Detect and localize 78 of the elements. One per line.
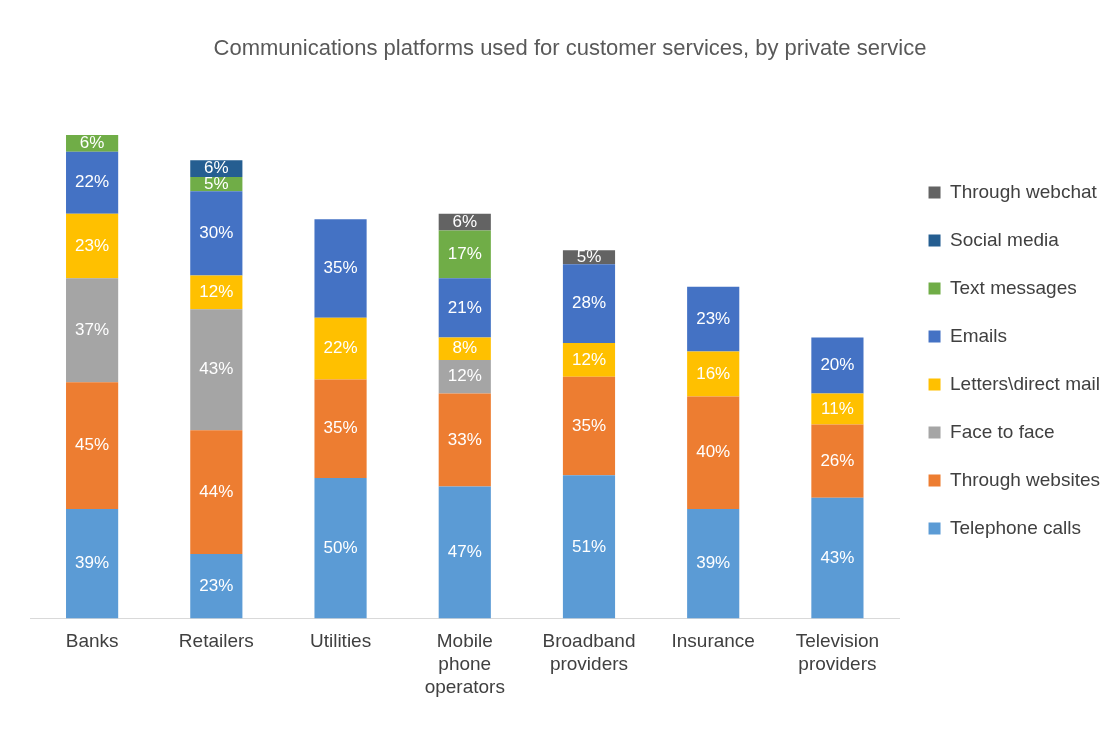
legend-label: Through webchat: [950, 180, 1098, 202]
bar: [190, 430, 243, 554]
data-label: 43%: [199, 359, 234, 379]
bar: [811, 337, 864, 394]
data-label: 35%: [323, 258, 358, 278]
data-label: 12%: [199, 282, 234, 302]
data-label: 8%: [452, 338, 478, 358]
data-label: 33%: [447, 429, 482, 449]
bar: [811, 497, 864, 619]
data-label: 44%: [199, 481, 234, 501]
x-tick-label: Television providers: [795, 630, 880, 675]
data-label: 28%: [571, 293, 606, 313]
x-tick-label: Retailers: [178, 630, 254, 652]
data-label: 17%: [447, 244, 482, 264]
data-label: 50%: [323, 537, 358, 557]
bar: [190, 553, 243, 619]
bar: [66, 508, 119, 619]
data-label: 12%: [447, 366, 482, 386]
bar: [66, 278, 119, 383]
x-tick-label: Broadband providers: [542, 630, 636, 675]
data-label: 43%: [820, 547, 855, 567]
bar: [687, 396, 740, 509]
data-label: 11%: [821, 398, 854, 418]
legend-label: Social media: [950, 228, 1060, 250]
x-tick-label: Insurance: [671, 630, 755, 652]
data-label: 47%: [447, 542, 482, 562]
legend-label: Through websites: [950, 468, 1100, 490]
bar: [314, 219, 367, 318]
data-label: 22%: [75, 172, 110, 192]
data-label: 23%: [696, 308, 731, 328]
x-tick-label: Mobile phone operators: [424, 630, 505, 697]
data-label: 37%: [75, 320, 110, 340]
bar: [687, 286, 740, 352]
data-label: 23%: [199, 575, 234, 595]
chart-title: Communications platforms used for customer services, by private service: [213, 35, 927, 61]
data-label: 39%: [75, 553, 110, 573]
bar: [562, 475, 616, 619]
data-label: 16%: [696, 363, 731, 383]
data-label: 12%: [571, 349, 606, 369]
bar: [314, 477, 367, 619]
bar: [687, 351, 740, 397]
data-label: 40%: [696, 442, 731, 462]
data-label: 30%: [199, 223, 234, 243]
data-label: 6%: [79, 133, 105, 153]
bar: [811, 424, 864, 498]
legend-label: Telephone calls: [950, 516, 1082, 538]
bar: [66, 382, 119, 509]
legend-label: Letters\direct mail: [950, 372, 1100, 394]
data-label: 22%: [323, 338, 358, 358]
bar: [66, 151, 119, 214]
data-label: 21%: [447, 297, 482, 317]
bar: [190, 191, 243, 276]
bar: [438, 278, 491, 338]
data-label: 35%: [323, 418, 358, 438]
bar: [314, 317, 367, 380]
bar: [438, 486, 491, 619]
data-label: 26%: [820, 450, 855, 470]
bar: [438, 393, 491, 487]
legend-label: Emails: [950, 324, 1008, 346]
bar: [562, 376, 616, 476]
data-label: 6%: [452, 211, 478, 231]
bar: [314, 379, 367, 478]
legend-label: Text messages: [950, 276, 1077, 298]
x-tick-label: Banks: [65, 630, 119, 652]
data-label: 23%: [75, 235, 110, 255]
bar: [562, 264, 616, 343]
data-label: 35%: [571, 415, 606, 435]
bar: [190, 309, 243, 431]
data-label: 45%: [75, 435, 110, 455]
data-label: 20%: [820, 355, 855, 375]
x-tick-label: Utilities: [309, 630, 372, 652]
bar: [66, 213, 119, 279]
data-label: 51%: [571, 536, 606, 556]
bar: [438, 230, 491, 279]
data-label: 39%: [696, 553, 731, 573]
legend-label: Face to face: [950, 420, 1055, 442]
data-label: 5%: [576, 246, 602, 266]
bar: [687, 508, 740, 619]
